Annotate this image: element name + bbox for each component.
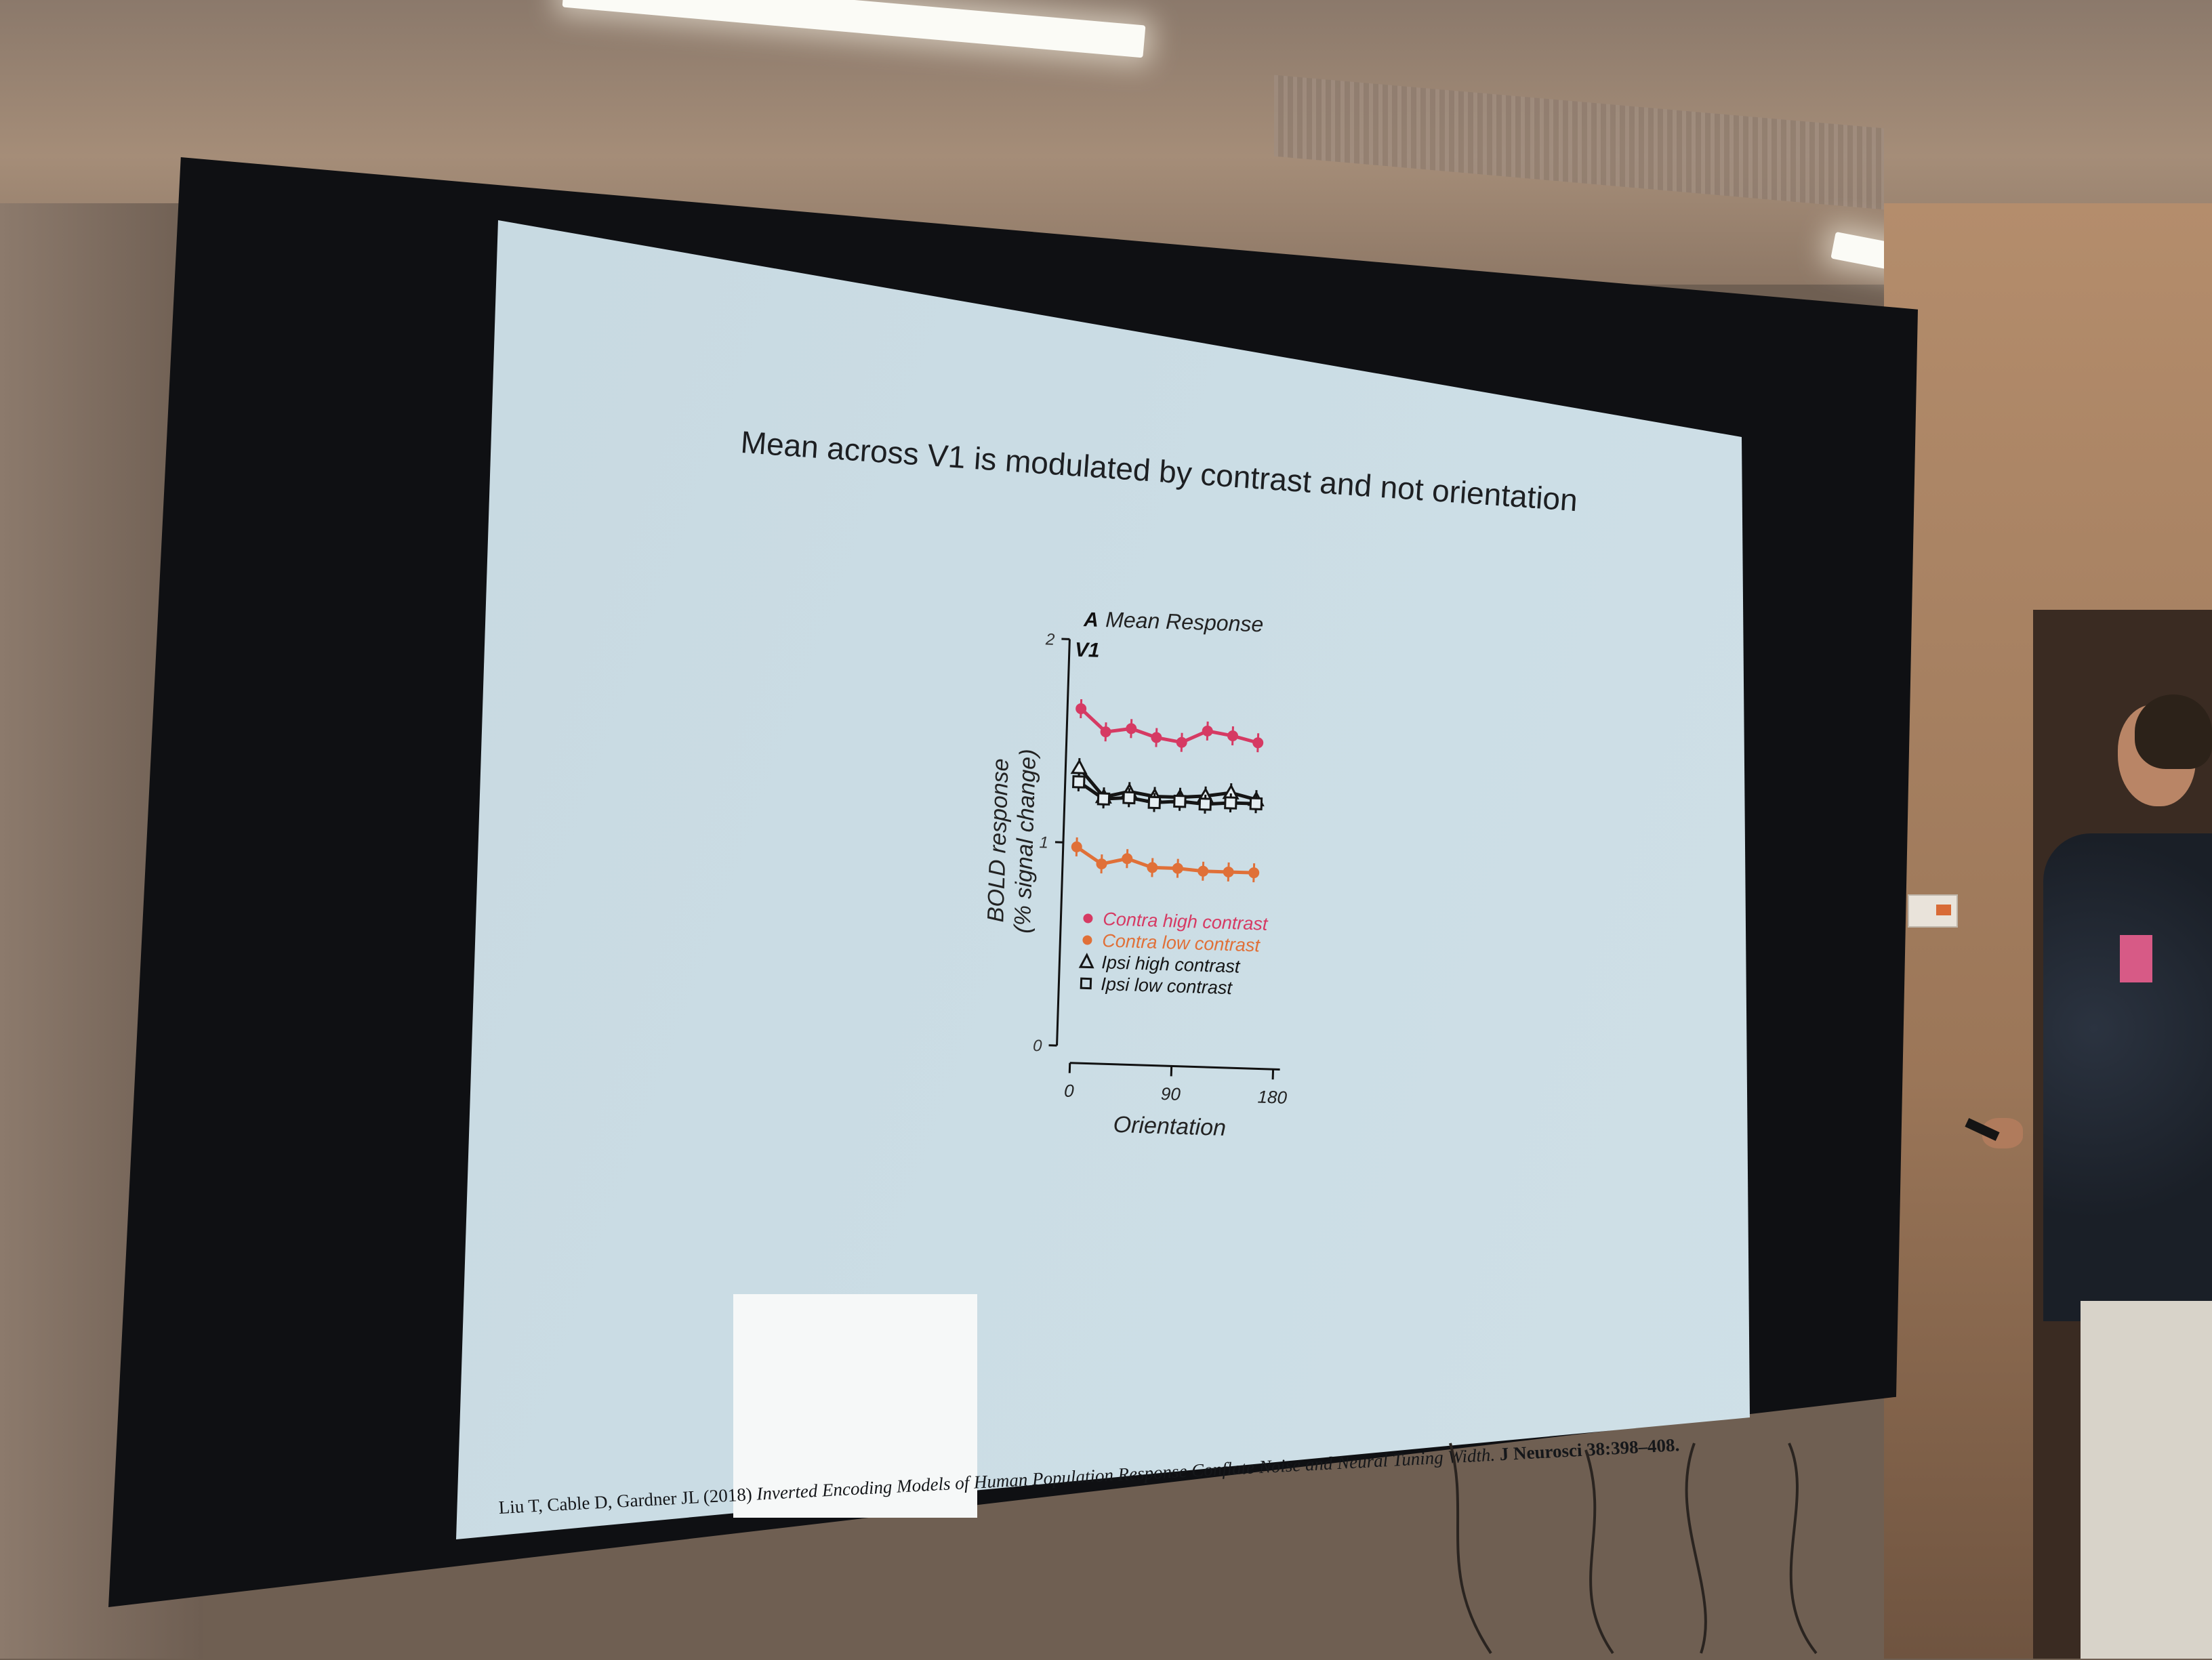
x-tick-label: 180 bbox=[1257, 1086, 1288, 1107]
x-tick-label: 0 bbox=[1064, 1081, 1075, 1101]
legend-marker bbox=[1081, 978, 1090, 988]
data-point bbox=[1072, 761, 1086, 774]
data-point bbox=[1174, 795, 1185, 806]
legend-label: Ipsi high contrast bbox=[1101, 952, 1241, 976]
data-point bbox=[1197, 866, 1208, 877]
data-point bbox=[1202, 726, 1212, 736]
legend-marker bbox=[1080, 955, 1093, 968]
data-point bbox=[1225, 797, 1236, 808]
presenter-hair bbox=[2135, 694, 2212, 769]
chart-subtitle: V1 bbox=[1074, 639, 1100, 662]
x-axis-label: Orientation bbox=[1113, 1112, 1226, 1141]
data-point bbox=[1176, 736, 1187, 747]
data-point bbox=[1147, 862, 1158, 873]
data-point bbox=[1122, 853, 1132, 864]
presenter-legs bbox=[2081, 1301, 2212, 1659]
y-axis-label-units: (% signal change) bbox=[1010, 749, 1042, 934]
data-point bbox=[1098, 793, 1109, 804]
y-tick-label: 1 bbox=[1039, 833, 1048, 852]
y-tick-label: 2 bbox=[1045, 630, 1055, 648]
data-point bbox=[1172, 863, 1183, 873]
chart-title: Mean Response bbox=[1105, 607, 1264, 636]
x-tick-label: 90 bbox=[1160, 1083, 1181, 1104]
wall-switch bbox=[1908, 894, 1958, 928]
data-point bbox=[1248, 867, 1259, 878]
chart-panel-letter: A bbox=[1083, 608, 1099, 631]
data-point bbox=[1227, 730, 1238, 741]
x-axis-line bbox=[1070, 1063, 1280, 1070]
data-point bbox=[1151, 732, 1162, 743]
presenter-lanyard-badge bbox=[2120, 935, 2152, 982]
cables bbox=[1410, 1436, 1884, 1660]
data-point bbox=[1149, 797, 1160, 808]
data-point bbox=[1124, 792, 1134, 803]
data-point bbox=[1073, 776, 1084, 787]
data-point bbox=[1250, 798, 1261, 809]
presenter-torso bbox=[2043, 833, 2212, 1321]
y-tick-label: 0 bbox=[1033, 1037, 1043, 1055]
legend-label: Contra low contrast bbox=[1102, 930, 1261, 955]
legend-label: Ipsi low contrast bbox=[1101, 974, 1233, 998]
legend-label: Contra high contrast bbox=[1103, 909, 1269, 934]
data-point bbox=[1126, 723, 1136, 734]
legend-marker bbox=[1082, 935, 1092, 945]
data-point bbox=[1200, 799, 1210, 810]
legend-marker bbox=[1083, 913, 1092, 923]
data-point bbox=[1223, 867, 1233, 877]
data-point bbox=[1252, 737, 1263, 748]
